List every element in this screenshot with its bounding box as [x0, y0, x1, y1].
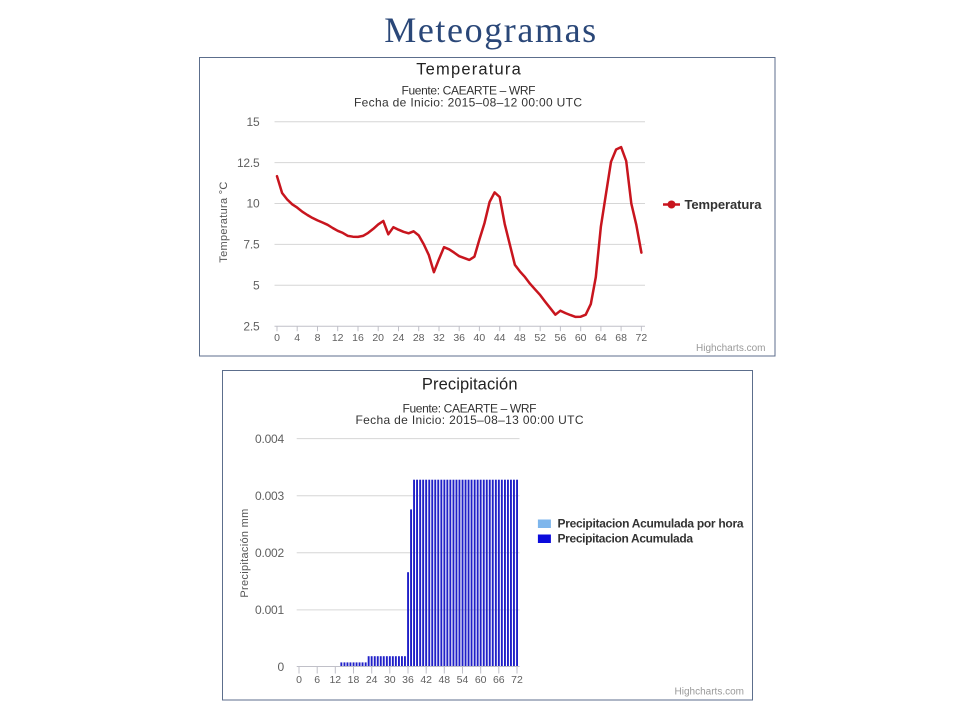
- svg-text:30: 30: [384, 674, 396, 686]
- svg-text:72: 72: [636, 332, 648, 344]
- svg-text:0.001: 0.001: [255, 603, 285, 617]
- svg-text:28: 28: [413, 332, 425, 344]
- svg-text:Temperatura °C: Temperatura °C: [218, 181, 230, 262]
- svg-text:36: 36: [402, 674, 414, 686]
- svg-text:36: 36: [453, 332, 465, 344]
- svg-text:4: 4: [294, 332, 300, 344]
- svg-text:7.5: 7.5: [243, 238, 260, 252]
- svg-text:56: 56: [555, 332, 567, 344]
- svg-text:Temperatura: Temperatura: [685, 197, 763, 212]
- svg-text:66: 66: [493, 674, 505, 686]
- svg-text:60: 60: [475, 674, 487, 686]
- svg-text:Highcharts.com: Highcharts.com: [675, 687, 744, 698]
- svg-text:48: 48: [438, 674, 450, 686]
- svg-text:Precipitacion Acumulada: Precipitacion Acumulada: [558, 532, 694, 546]
- svg-text:10: 10: [247, 197, 260, 211]
- svg-text:0.004: 0.004: [255, 432, 285, 446]
- svg-text:40: 40: [474, 332, 486, 344]
- svg-text:18: 18: [348, 674, 360, 686]
- svg-text:42: 42: [420, 674, 432, 686]
- svg-text:Temperatura: Temperatura: [416, 61, 521, 79]
- svg-text:15: 15: [247, 115, 260, 129]
- svg-text:Precipitación mm: Precipitación mm: [239, 508, 251, 597]
- svg-text:Fuente: CAEARTE – WRF: Fuente: CAEARTE – WRF: [403, 401, 537, 415]
- svg-text:5: 5: [253, 279, 260, 293]
- svg-text:Highcharts.com: Highcharts.com: [696, 343, 765, 354]
- svg-text:Fuente: CAEARTE – WRF: Fuente: CAEARTE – WRF: [402, 84, 536, 98]
- svg-text:Fecha de Inicio: 2015–08–12 00: Fecha de Inicio: 2015–08–12 00:00 UTC: [354, 96, 582, 110]
- svg-text:20: 20: [372, 332, 384, 344]
- svg-text:6: 6: [314, 674, 320, 686]
- svg-text:52: 52: [534, 332, 546, 344]
- svg-text:12.5: 12.5: [237, 156, 260, 170]
- svg-text:12: 12: [332, 332, 344, 344]
- svg-text:16: 16: [352, 332, 364, 344]
- svg-text:Fecha de Inicio: 2015–08–13 00: Fecha de Inicio: 2015–08–13 00:00 UTC: [356, 413, 584, 427]
- svg-text:0.002: 0.002: [255, 546, 285, 560]
- svg-text:0: 0: [296, 674, 302, 686]
- svg-text:12: 12: [329, 674, 341, 686]
- svg-text:48: 48: [514, 332, 526, 344]
- svg-text:Precipitación: Precipitación: [422, 376, 518, 394]
- svg-text:2.5: 2.5: [243, 319, 260, 333]
- svg-text:24: 24: [366, 674, 378, 686]
- svg-text:0: 0: [274, 332, 280, 344]
- svg-text:44: 44: [494, 332, 506, 344]
- svg-text:72: 72: [511, 674, 523, 686]
- svg-text:64: 64: [595, 332, 607, 344]
- svg-text:60: 60: [575, 332, 587, 344]
- svg-text:Precipitacion Acumulada por ho: Precipitacion Acumulada por hora: [558, 517, 744, 531]
- svg-text:32: 32: [433, 332, 445, 344]
- svg-text:8: 8: [315, 332, 321, 344]
- svg-text:68: 68: [615, 332, 627, 344]
- svg-text:0.003: 0.003: [255, 489, 285, 503]
- svg-text:24: 24: [393, 332, 405, 344]
- svg-text:54: 54: [457, 674, 469, 686]
- svg-text:Meteogramas: Meteogramas: [384, 10, 598, 50]
- svg-text:0: 0: [278, 660, 285, 674]
